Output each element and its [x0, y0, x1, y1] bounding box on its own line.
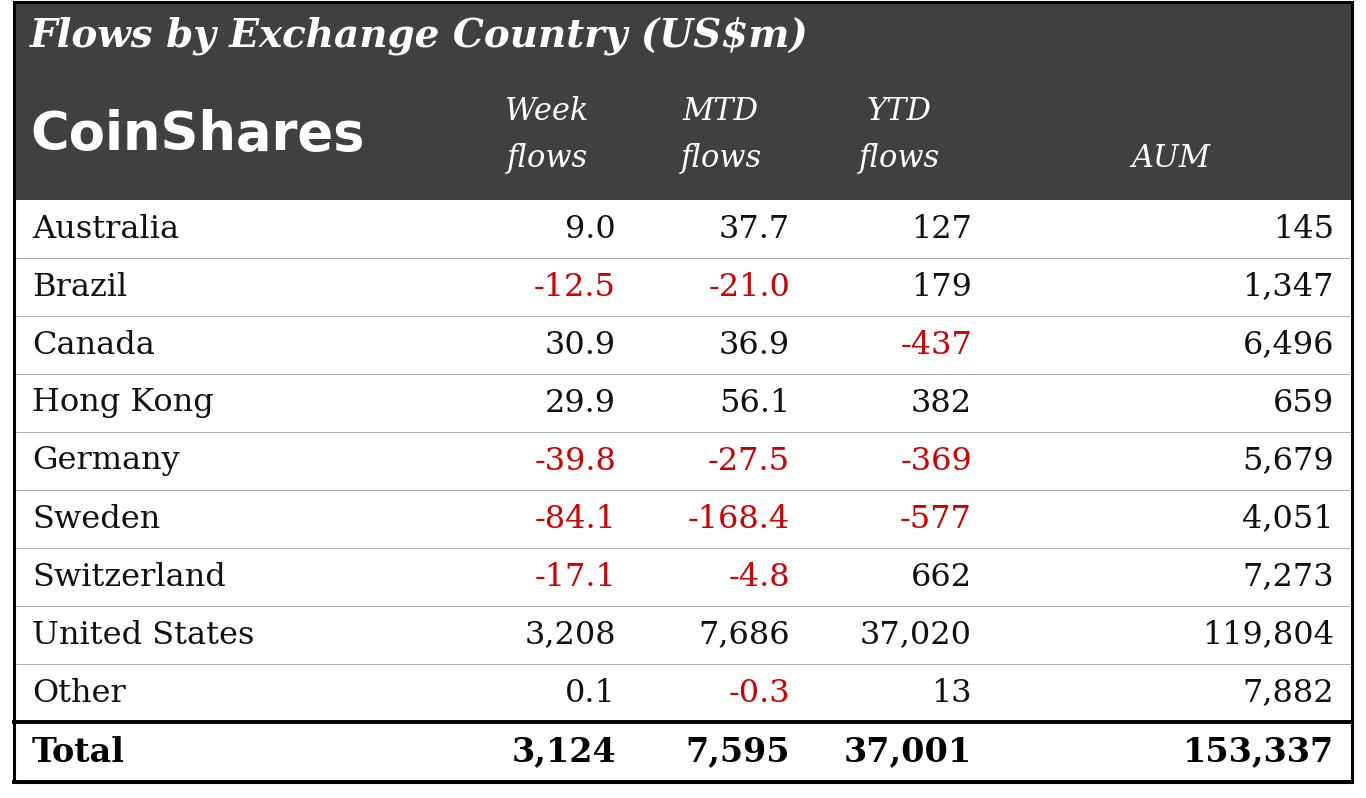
Bar [14, 200, 1352, 258]
Text: MTD: MTD [683, 96, 759, 127]
Text: 179: 179 [911, 271, 973, 302]
Text: Hong Kong: Hong Kong [31, 388, 213, 418]
Text: 145: 145 [1273, 214, 1335, 244]
Text: 119,804: 119,804 [1202, 619, 1335, 650]
Text: AUM: AUM [1131, 143, 1210, 174]
Text: -168.4: -168.4 [687, 504, 790, 535]
Bar [14, 664, 1352, 722]
Text: -4.8: -4.8 [728, 562, 790, 592]
Text: Week: Week [505, 96, 589, 127]
Text: 37.7: 37.7 [719, 214, 790, 244]
Text: 382: 382 [911, 388, 973, 418]
Bar [14, 722, 1352, 782]
Text: -39.8: -39.8 [534, 445, 616, 476]
Text: YTD: YTD [866, 96, 932, 127]
Text: 5,679: 5,679 [1242, 445, 1335, 476]
Text: 37,020: 37,020 [861, 619, 973, 650]
Text: 659: 659 [1273, 388, 1335, 418]
Bar [14, 316, 1352, 374]
Text: 4,051: 4,051 [1242, 504, 1335, 535]
Text: 37,001: 37,001 [844, 736, 973, 768]
Bar [14, 374, 1352, 432]
Text: -17.1: -17.1 [534, 562, 616, 592]
Text: -437: -437 [900, 330, 973, 361]
Text: -12.5: -12.5 [534, 271, 616, 302]
Text: -369: -369 [900, 445, 973, 476]
Text: 56.1: 56.1 [719, 388, 790, 418]
Text: -84.1: -84.1 [534, 504, 616, 535]
Bar [14, 70, 1352, 200]
Text: 7,595: 7,595 [686, 736, 790, 768]
Text: 3,124: 3,124 [511, 736, 616, 768]
Text: Sweden: Sweden [31, 504, 160, 535]
Text: flows: flows [680, 143, 762, 174]
Text: 13: 13 [932, 678, 973, 709]
Bar [14, 432, 1352, 490]
Text: Switzerland: Switzerland [31, 562, 225, 592]
Text: flows: flows [507, 143, 587, 174]
Text: -577: -577 [900, 504, 973, 535]
Text: 3,208: 3,208 [525, 619, 616, 650]
Text: -27.5: -27.5 [708, 445, 790, 476]
Text: 7,686: 7,686 [698, 619, 790, 650]
Text: Other: Other [31, 678, 126, 709]
Text: -21.0: -21.0 [708, 271, 790, 302]
Text: 1,347: 1,347 [1243, 271, 1335, 302]
Text: 127: 127 [911, 214, 973, 244]
Bar [14, 2, 1352, 70]
Text: Flows by Exchange Country (US$m): Flows by Exchange Country (US$m) [30, 17, 809, 55]
Text: United States: United States [31, 619, 254, 650]
Text: 6,496: 6,496 [1243, 330, 1335, 361]
Text: 30.9: 30.9 [545, 330, 616, 361]
Bar [14, 606, 1352, 664]
Text: 153,337: 153,337 [1183, 736, 1335, 768]
Text: 29.9: 29.9 [545, 388, 616, 418]
Text: -0.3: -0.3 [728, 678, 790, 709]
Text: 7,273: 7,273 [1242, 562, 1335, 592]
Text: Germany: Germany [31, 445, 180, 476]
Text: Canada: Canada [31, 330, 154, 361]
Text: CoinShares: CoinShares [30, 109, 365, 161]
Text: 9.0: 9.0 [566, 214, 616, 244]
Text: 36.9: 36.9 [719, 330, 790, 361]
Bar [14, 258, 1352, 316]
Text: flows: flows [858, 143, 940, 174]
Text: 7,882: 7,882 [1242, 678, 1335, 709]
Text: Brazil: Brazil [31, 271, 127, 302]
Text: Total: Total [31, 736, 126, 768]
Text: Australia: Australia [31, 214, 179, 244]
Bar [14, 490, 1352, 548]
Text: 662: 662 [911, 562, 973, 592]
Bar [14, 548, 1352, 606]
Text: 0.1: 0.1 [566, 678, 616, 709]
